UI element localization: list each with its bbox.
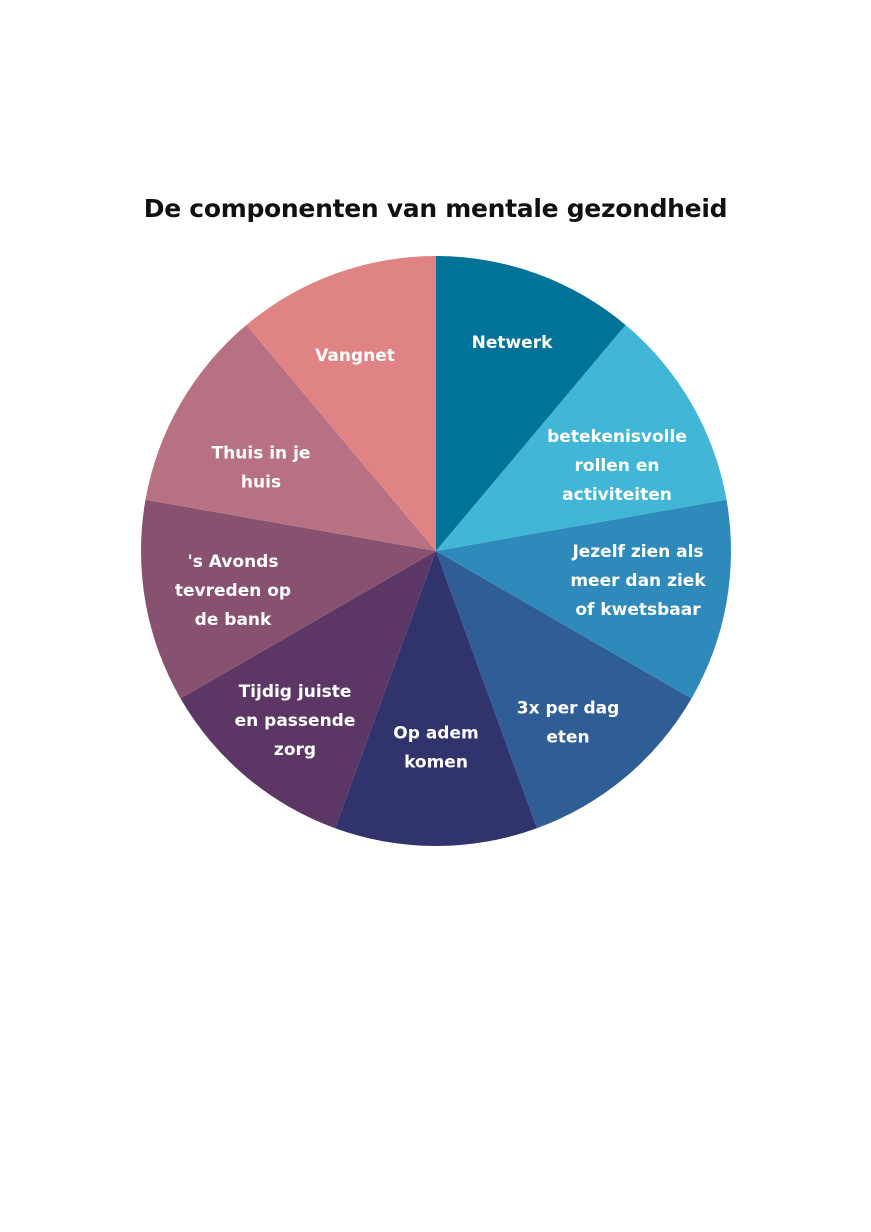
slice-label-line: eten — [546, 728, 589, 748]
slice-label: Jezelf zien als meer dan ziek of kwetsbaar — [570, 542, 706, 620]
pie-slice — [180, 551, 436, 829]
pie-slice — [140, 499, 436, 699]
pie-slice — [335, 551, 537, 846]
slice-label: Op adem komen — [393, 724, 478, 773]
slice-label: Tijdig juiste en passende zorg — [235, 682, 356, 760]
slice-label-line: zorg — [274, 740, 316, 760]
slice-label-line: komen — [404, 753, 468, 773]
slice-label-line: en passende — [235, 711, 356, 731]
slice-label-line: rollen en — [575, 456, 660, 476]
chart-title: De componenten van mentale gezondheid — [143, 194, 728, 223]
slice-label: 3x per dag eten — [517, 699, 620, 748]
slice-label-line: Netwerk — [472, 333, 554, 353]
slice-label-line: of kwetsbaar — [575, 600, 701, 620]
slice-label: betekenisvolle rollen en activiteiten — [547, 427, 687, 505]
pie-slice — [246, 256, 436, 551]
slice-label: 's Avonds tevreden op de bank — [175, 552, 291, 630]
slice-label: Vangnet — [315, 346, 395, 366]
slice-label-line: 3x per dag — [517, 699, 620, 719]
slice-label-line: Vangnet — [315, 346, 395, 366]
slice-label: Thuis in je huis — [212, 444, 311, 493]
slice-label-line: huis — [241, 473, 281, 493]
slice-label-line: betekenisvolle — [547, 427, 687, 447]
slice-label-line: tevreden op — [175, 581, 291, 601]
slice-label-line: activiteiten — [562, 485, 672, 505]
slice-label: Netwerk — [472, 333, 554, 353]
slice-label-line: de bank — [195, 610, 272, 630]
pie-slice — [436, 499, 731, 699]
pie-slice — [436, 256, 626, 551]
slice-label-line: Thuis in je — [212, 444, 311, 464]
slice-label-line: Op adem — [393, 724, 478, 744]
slice-label-line: 's Avonds — [188, 552, 279, 572]
slice-label-line: Jezelf zien als — [571, 542, 703, 562]
slice-label-line: meer dan ziek — [570, 571, 706, 591]
pie-slice — [436, 551, 692, 829]
pie-slice — [145, 325, 436, 551]
slice-label-line: Tijdig juiste — [239, 682, 352, 702]
pie-slice — [436, 325, 727, 551]
